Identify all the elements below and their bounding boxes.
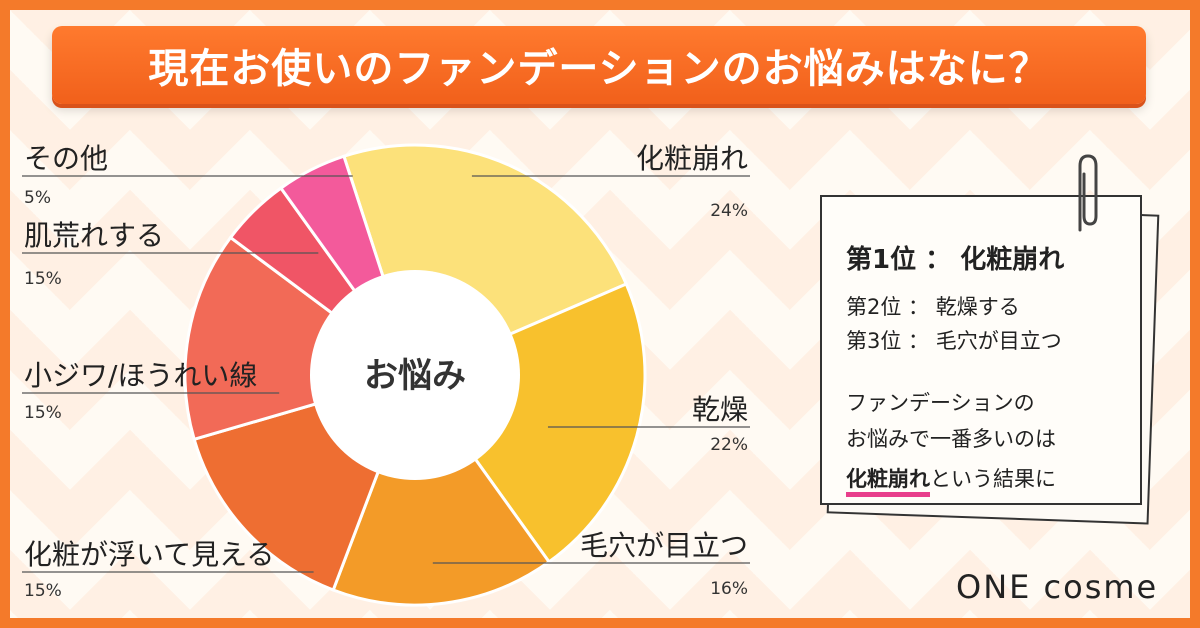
rank-3: 第3位 ： 毛穴が目立つ <box>846 329 1062 353</box>
slice-percent-1: 24% <box>710 201 748 221</box>
slice-percent-5: 15% <box>24 403 62 423</box>
note-highlight: 化粧崩れ <box>846 467 930 497</box>
donut-slice-3 <box>331 371 552 607</box>
note-desc-line-3: 化粧崩れという結果に <box>846 463 1056 497</box>
slice-label-1: 化粧崩れ <box>636 142 748 175</box>
center-label: お悩み <box>364 356 466 396</box>
summary-note: 第1位 ： 化粧崩れ 第2位 ： 乾燥する 第3位 ： 毛穴が目立つ ファンデー… <box>820 195 1160 525</box>
note-desc-line-2: お悩みで一番多いのは <box>846 427 1056 451</box>
slice-percent-2: 22% <box>710 435 748 455</box>
note-desc-line-1: ファンデーションの <box>846 391 1035 415</box>
paperclip-icon <box>1078 154 1098 232</box>
brand-logo: ONE cosme <box>956 568 1159 606</box>
slice-percent-6: 15% <box>24 269 62 289</box>
note-sheet: 第1位 ： 化粧崩れ 第2位 ： 乾燥する 第3位 ： 毛穴が目立つ ファンデー… <box>820 195 1142 505</box>
slice-label-3: 毛穴が目立つ <box>580 529 748 562</box>
slice-percent-7: 5% <box>24 188 51 208</box>
slice-label-5: 小ジワ/ほうれい線 <box>24 359 257 392</box>
slice-percent-3: 16% <box>710 579 748 599</box>
slice-percent-4: 15% <box>24 581 62 601</box>
slice-label-2: 乾燥 <box>692 393 748 426</box>
page-title: 現在お使いのファンデーションのお悩みはなに？ <box>148 46 1050 92</box>
rank-1: 第1位 ： 化粧崩れ <box>846 245 1065 275</box>
title-banner: 現在お使いのファンデーションのお悩みはなに？ <box>52 26 1146 104</box>
slice-label-7: その他 <box>24 142 108 175</box>
slice-label-4: 化粧が浮いて見える <box>24 538 274 571</box>
donut-hole <box>310 270 520 480</box>
slice-label-6: 肌荒れする <box>24 219 164 252</box>
note-desc-rest: という結果に <box>930 467 1056 491</box>
rank-2: 第2位 ： 乾燥する <box>846 295 1020 319</box>
